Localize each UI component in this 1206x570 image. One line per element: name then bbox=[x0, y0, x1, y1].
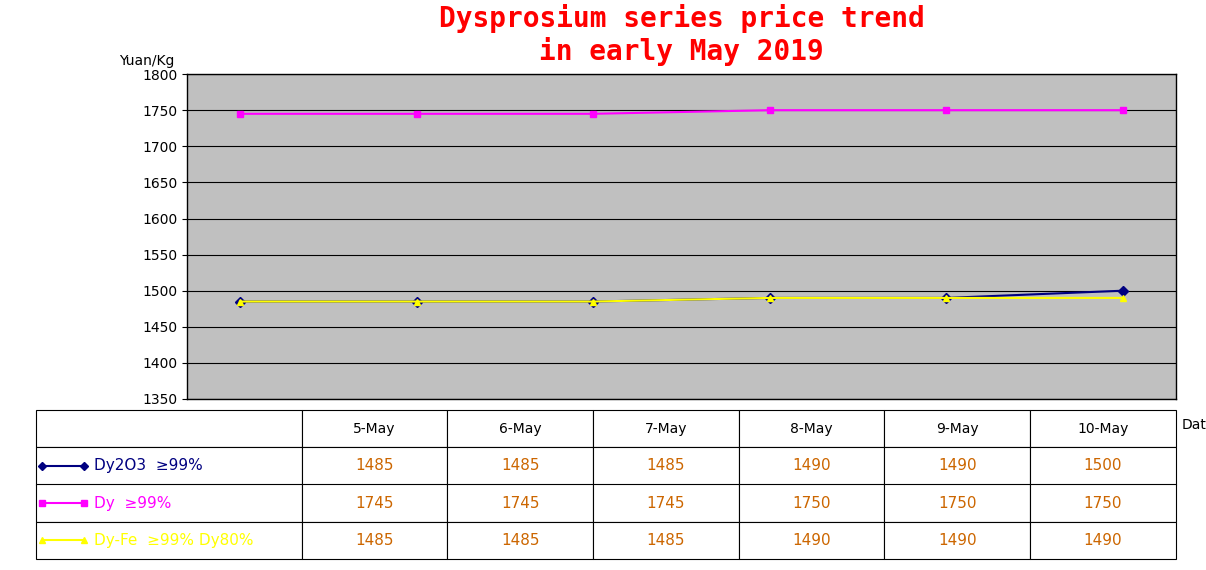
Bar bbox=[302, 410, 447, 447]
Bar bbox=[1030, 484, 1176, 522]
Bar bbox=[738, 522, 884, 559]
Bar bbox=[1030, 410, 1176, 447]
Bar bbox=[36, 447, 302, 484]
Bar bbox=[884, 447, 1030, 484]
Bar bbox=[738, 447, 884, 484]
Text: 1745: 1745 bbox=[646, 495, 685, 511]
Text: 9-May: 9-May bbox=[936, 422, 978, 436]
Bar bbox=[447, 410, 593, 447]
Text: 1490: 1490 bbox=[792, 458, 831, 474]
Text: 8-May: 8-May bbox=[790, 422, 833, 436]
Bar bbox=[447, 484, 593, 522]
Text: 1485: 1485 bbox=[500, 532, 539, 548]
Bar bbox=[593, 447, 738, 484]
Bar bbox=[447, 522, 593, 559]
Text: 1500: 1500 bbox=[1084, 458, 1123, 474]
Text: 1745: 1745 bbox=[500, 495, 539, 511]
Bar bbox=[302, 447, 447, 484]
Bar bbox=[447, 447, 593, 484]
Bar bbox=[593, 484, 738, 522]
Text: Dy2O3  ≥99%: Dy2O3 ≥99% bbox=[94, 458, 203, 474]
Text: 1490: 1490 bbox=[938, 458, 977, 474]
Bar bbox=[593, 522, 738, 559]
Bar bbox=[593, 410, 738, 447]
Text: Dy-Fe  ≥99% Dy80%: Dy-Fe ≥99% Dy80% bbox=[94, 532, 253, 548]
Bar bbox=[36, 410, 302, 447]
Bar bbox=[36, 484, 302, 522]
Bar bbox=[1030, 447, 1176, 484]
Text: Date: Date bbox=[1182, 418, 1206, 431]
Text: 5-May: 5-May bbox=[353, 422, 396, 436]
Bar bbox=[302, 522, 447, 559]
Bar bbox=[302, 484, 447, 522]
Text: Dy  ≥99%: Dy ≥99% bbox=[94, 495, 171, 511]
Bar bbox=[884, 522, 1030, 559]
Text: 1490: 1490 bbox=[1084, 532, 1123, 548]
Text: 1485: 1485 bbox=[646, 458, 685, 474]
Text: 1485: 1485 bbox=[500, 458, 539, 474]
Text: 1750: 1750 bbox=[792, 495, 831, 511]
Bar bbox=[884, 410, 1030, 447]
Text: 7-May: 7-May bbox=[644, 422, 687, 436]
Bar bbox=[738, 410, 884, 447]
Title: Dysprosium series price trend
in early May 2019: Dysprosium series price trend in early M… bbox=[439, 3, 924, 66]
Text: 1485: 1485 bbox=[355, 458, 393, 474]
Bar bbox=[36, 522, 302, 559]
Text: 1750: 1750 bbox=[938, 495, 977, 511]
Text: 6-May: 6-May bbox=[499, 422, 541, 436]
Bar bbox=[884, 484, 1030, 522]
Bar bbox=[1030, 522, 1176, 559]
Text: 1490: 1490 bbox=[938, 532, 977, 548]
Text: 1485: 1485 bbox=[355, 532, 393, 548]
Text: 1485: 1485 bbox=[646, 532, 685, 548]
Bar bbox=[738, 484, 884, 522]
Text: 10-May: 10-May bbox=[1077, 422, 1129, 436]
Text: 1490: 1490 bbox=[792, 532, 831, 548]
Text: Yuan/Kg: Yuan/Kg bbox=[119, 54, 175, 68]
Text: 1745: 1745 bbox=[355, 495, 393, 511]
Text: 1750: 1750 bbox=[1084, 495, 1123, 511]
